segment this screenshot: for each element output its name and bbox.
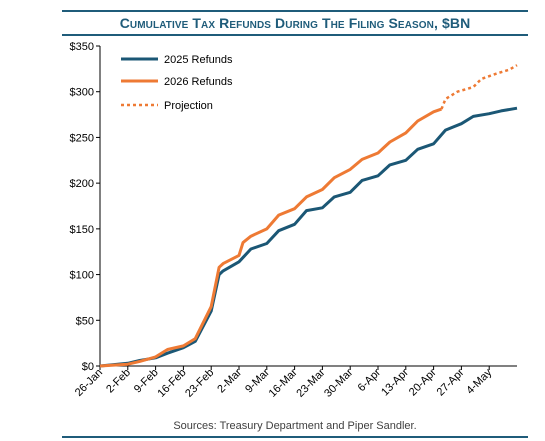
y-tick-label: $150: [70, 224, 94, 236]
chart-title: Cumulative Tax Refunds During The Filing…: [119, 15, 471, 31]
legend-label-3: Projection: [164, 100, 213, 112]
x-tick-label: 2-Mar: [215, 366, 244, 395]
x-tick-label: 16-Mar: [267, 366, 300, 399]
chart-title-bar: Cumulative Tax Refunds During The Filing…: [62, 10, 528, 36]
x-tick-label: 16-Feb: [155, 367, 188, 400]
series-line-3: [440, 64, 518, 110]
y-tick-label: $350: [70, 41, 94, 53]
y-tick-label: $100: [70, 270, 94, 282]
x-tick-label: 23-Feb: [183, 367, 216, 400]
source-note: Sources: Treasury Department and Piper S…: [173, 420, 417, 432]
series-line-2: [99, 107, 442, 368]
y-tick-label: $250: [70, 132, 94, 144]
legend-label-1: 2025 Refunds: [164, 54, 233, 66]
x-tick-label: 13-Apr: [379, 366, 411, 398]
y-tick-label: $200: [70, 178, 94, 190]
chart-frame: Cumulative Tax Refunds During The Filing…: [62, 10, 528, 438]
x-tick-label: 27-Apr: [435, 366, 467, 398]
x-tick-label: 23-Mar: [294, 366, 327, 399]
legend-label-2: 2026 Refunds: [164, 76, 233, 88]
x-tick-label: 4-May: [464, 366, 494, 396]
x-tick-label: 30-Mar: [322, 366, 355, 399]
y-tick-label: $300: [70, 87, 94, 99]
series-line-1: [99, 106, 518, 368]
x-tick-label: 2-Feb: [104, 367, 133, 396]
bottom-rule: [62, 436, 528, 438]
y-tick-label: $50: [76, 315, 94, 327]
x-tick-label: 20-Apr: [407, 366, 439, 398]
y-tick-label: $0: [82, 361, 94, 373]
